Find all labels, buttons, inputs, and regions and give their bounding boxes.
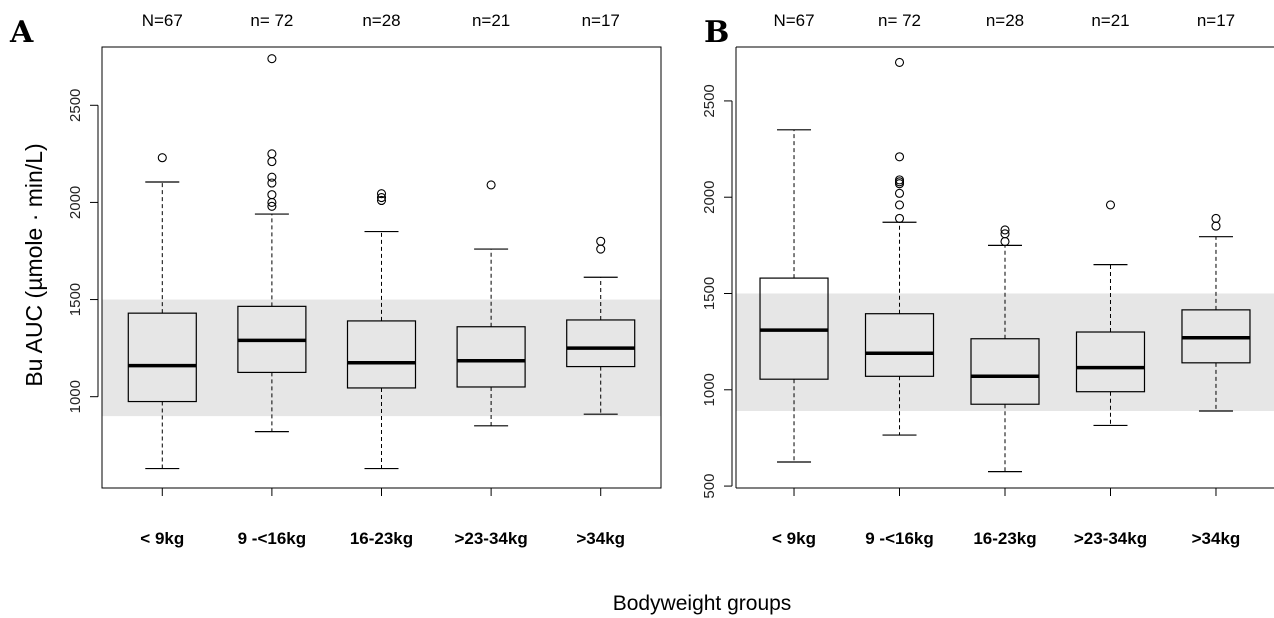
panel-b-letter: B: [704, 15, 729, 50]
group-n-label: n=21: [1091, 11, 1129, 30]
y-tick-label: 1500: [701, 277, 718, 310]
panel-a: A 1000 1500 2000 2500 N=67 n= 72 n=28 n=21 n=17…: [9, 11, 662, 548]
plot-frame: [735, 46, 1274, 489]
outlier-point: [376, 195, 387, 206]
outlier-point: [486, 180, 496, 190]
category-label: < 9kg: [140, 529, 184, 548]
group-n-label: n=17: [1197, 11, 1235, 30]
group-n-label: n=28: [986, 11, 1024, 30]
outlier-point: [894, 188, 905, 198]
y-tick-label: 500: [701, 474, 718, 499]
iqr-box: [566, 319, 636, 368]
outlier-point: [267, 201, 277, 211]
y-tick-label: 2500: [67, 89, 84, 122]
category-label: >23-34kg: [1074, 529, 1147, 548]
outlier-point: [894, 177, 905, 187]
outlier-point: [1000, 236, 1010, 247]
outlier-point: [267, 178, 277, 188]
outlier-point: [596, 236, 606, 246]
category-label: 16-23kg: [973, 529, 1036, 548]
outlier-point: [376, 189, 387, 199]
boxplot: [864, 57, 935, 496]
boxplot: [759, 129, 829, 496]
category-label: >34kg: [1192, 529, 1241, 548]
outlier-point: [894, 175, 905, 185]
boxplot: [346, 189, 417, 496]
panel-a-letter: A: [9, 15, 34, 50]
iqr-box: [1075, 331, 1146, 393]
outlier-point: [894, 152, 905, 162]
y-tick-label: 2000: [701, 181, 718, 214]
outlier-point: [894, 200, 905, 210]
target-band: [736, 293, 1274, 411]
y-tick-label: 2500: [701, 84, 718, 117]
group-n-labels: N=67 n= 72 n=28 n=21 n=17: [142, 11, 620, 30]
outlier-point: [1105, 200, 1116, 210]
plot-frame: [101, 46, 662, 489]
group-n-label: n=21: [472, 11, 510, 30]
iqr-box: [970, 338, 1040, 405]
category-label: 9 -<16kg: [238, 529, 307, 548]
group-n-label: n=17: [582, 11, 620, 30]
category-label: < 9kg: [772, 529, 816, 548]
panel-b: B 500 1000 1500 2000 2500 N=67 n= 72 n=28 n=21 n…: [701, 11, 1274, 548]
target-band-rect: [736, 293, 1274, 411]
group-n-label: N=67: [773, 11, 814, 30]
boxplot: [566, 236, 636, 496]
boxplot: [1181, 213, 1251, 496]
iqr-box: [864, 313, 935, 377]
outlier-point: [267, 172, 277, 182]
y-tick-label: 2000: [67, 186, 84, 219]
category-label: >34kg: [576, 529, 625, 548]
outlier-point: [267, 54, 277, 64]
category-labels: < 9kg 9 -<16kg 16-23kg >23-34kg >34kg: [140, 529, 625, 548]
boxplot: [127, 153, 197, 496]
boxplot: [1075, 200, 1146, 496]
x-axis-title: Bodyweight groups: [613, 592, 792, 615]
iqr-box: [127, 312, 197, 403]
outlier-point: [894, 57, 905, 67]
group-n-label: n= 72: [878, 11, 921, 30]
outlier-point: [1211, 213, 1221, 223]
outlier-point: [1000, 229, 1010, 239]
category-label: 16-23kg: [350, 529, 413, 548]
y-tick-label: 1000: [67, 380, 84, 413]
group-n-label: n=28: [362, 11, 400, 30]
y-axis-title: Bu AUC (µmole · min/L): [21, 143, 47, 386]
outlier-point: [157, 153, 167, 163]
iqr-box: [456, 326, 526, 388]
category-labels: < 9kg 9 -<16kg 16-23kg >23-34kg >34kg: [772, 529, 1240, 548]
outlier-point: [894, 213, 905, 223]
boxplots: [127, 54, 636, 496]
y-tick-label: 1500: [67, 283, 84, 316]
boxplot: [237, 54, 307, 496]
y-axis: 1000 1500 2000 2500: [67, 89, 99, 413]
group-n-label: n= 72: [250, 11, 293, 30]
outlier-point: [1000, 225, 1010, 235]
boxplots: [759, 57, 1251, 496]
group-n-labels: N=67 n= 72 n=28 n=21 n=17: [773, 11, 1235, 30]
boxplot: [456, 180, 526, 496]
outlier-point: [596, 244, 606, 254]
category-label: >23-34kg: [454, 529, 527, 548]
group-n-label: N=67: [142, 11, 183, 30]
category-label: 9 -<16kg: [865, 529, 934, 548]
iqr-box: [346, 320, 417, 389]
y-axis: 500 1000 1500 2000 2500: [701, 84, 733, 499]
boxplot: [970, 225, 1040, 496]
outlier-point: [267, 157, 277, 167]
outlier-point: [376, 193, 387, 203]
y-tick-label: 1000: [701, 373, 718, 406]
outlier-point: [1211, 221, 1221, 231]
outlier-point: [267, 190, 277, 200]
outlier-point: [267, 149, 277, 159]
